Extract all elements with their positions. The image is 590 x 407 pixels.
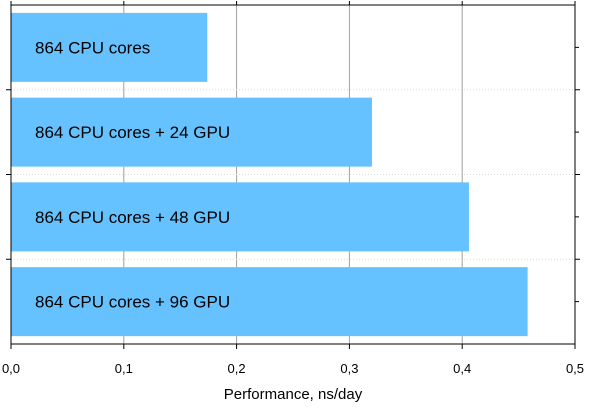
x-tick-label: 0,5 (566, 361, 584, 376)
x-axis-title: Performance, ns/day (224, 386, 363, 403)
bar (11, 97, 372, 167)
x-tick-label: 0,4 (453, 361, 471, 376)
x-tick-label: 0,3 (340, 361, 358, 376)
axis-ticks (6, 1, 580, 349)
bar-label: 864 CPU cores (35, 38, 150, 57)
bar (11, 12, 208, 82)
bar-label: 864 CPU cores + 96 GPU (35, 293, 230, 312)
bar-label: 864 CPU cores + 48 GPU (35, 208, 230, 227)
bar (11, 267, 528, 337)
bar (11, 182, 469, 252)
x-tick-label: 0,0 (2, 361, 20, 376)
x-tick-label: 0,1 (115, 361, 133, 376)
bars: 864 CPU cores 864 CPU cores + 24 GPU 864 C… (11, 12, 528, 337)
x-tick-labels: 0,0 0,1 0,2 0,3 0,4 0,5 (2, 361, 584, 376)
x-tick-label: 0,2 (228, 361, 246, 376)
bar-label: 864 CPU cores + 24 GPU (35, 123, 230, 142)
